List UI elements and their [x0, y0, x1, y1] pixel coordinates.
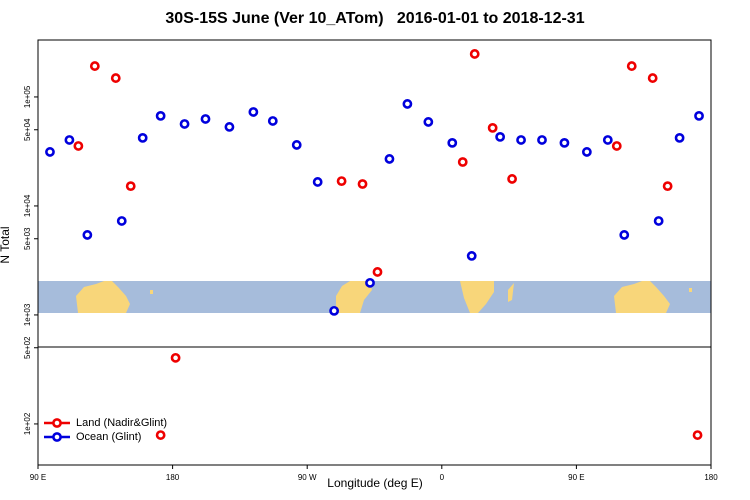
data-point	[125, 181, 136, 192]
x-tick-label: 180	[166, 473, 180, 482]
data-point	[137, 132, 148, 143]
data-point	[457, 157, 468, 167]
y-axis-label: N Total	[0, 226, 12, 263]
data-point	[647, 73, 658, 83]
data-point	[45, 147, 55, 157]
x-tick-label: 180	[704, 473, 718, 482]
data-point	[267, 116, 278, 126]
data-point	[372, 267, 383, 277]
map-band	[38, 281, 711, 313]
data-point	[653, 216, 664, 226]
data-point	[423, 117, 434, 127]
x-tick-label: 90 E	[30, 473, 46, 482]
data-point	[694, 111, 704, 121]
data-point	[312, 177, 323, 187]
data-point	[559, 137, 570, 148]
data-point	[365, 277, 375, 288]
data-point	[602, 135, 613, 145]
data-point	[674, 132, 685, 143]
data-point	[336, 176, 347, 187]
x-tick-label: 90 W	[298, 473, 317, 482]
legend-label: Land (Nadir&Glint)	[76, 417, 167, 429]
plot-frame	[37, 39, 712, 466]
x-tick-label: 0	[440, 473, 445, 482]
data-point	[619, 230, 630, 240]
data-point	[611, 141, 622, 151]
data-point	[357, 179, 368, 189]
data-point	[155, 111, 166, 121]
y-tick-label: 1e+02	[23, 412, 32, 435]
y-tick-label: 1e+05	[23, 85, 32, 108]
data-point	[469, 49, 480, 59]
y-tick-label: 1e+04	[23, 194, 32, 217]
legend-marker	[52, 418, 62, 428]
data-point	[495, 131, 506, 142]
legend-marker	[52, 432, 62, 442]
data-point	[82, 230, 93, 240]
data-point	[507, 174, 517, 184]
y-tick-label: 1e+03	[23, 303, 32, 326]
y-tick-label: 5e+04	[23, 118, 32, 141]
y-tick-label: 5e+03	[23, 227, 32, 250]
data-point	[402, 99, 413, 109]
data-point	[248, 107, 259, 117]
data-point	[537, 135, 547, 145]
data-point	[200, 114, 211, 124]
data-point	[170, 352, 181, 363]
chart-title: 30S-15S June (Ver 10_ATom) 2016-01-01 to…	[165, 10, 584, 27]
legend-label: Ocean (Glint)	[76, 431, 141, 443]
data-point	[89, 61, 100, 71]
data-point	[291, 140, 302, 150]
data-point	[626, 61, 637, 71]
data-point	[224, 122, 235, 132]
data-point	[155, 430, 166, 440]
data-point	[179, 119, 190, 129]
data-point	[329, 305, 340, 316]
data-point	[64, 135, 75, 145]
data-point	[110, 73, 121, 83]
data-point	[466, 251, 477, 261]
data-point	[581, 147, 592, 157]
data-point	[384, 154, 395, 164]
data-point	[662, 181, 673, 192]
x-axis-label: Longitude (deg E)	[327, 476, 422, 490]
data-point	[116, 216, 127, 226]
data-point	[487, 122, 498, 133]
data-point	[447, 137, 458, 148]
x-tick-label: 90 E	[568, 473, 584, 482]
y-tick-label: 5e+02	[23, 336, 32, 359]
data-point	[73, 141, 84, 151]
data-point	[516, 135, 526, 145]
data-point	[692, 430, 703, 440]
